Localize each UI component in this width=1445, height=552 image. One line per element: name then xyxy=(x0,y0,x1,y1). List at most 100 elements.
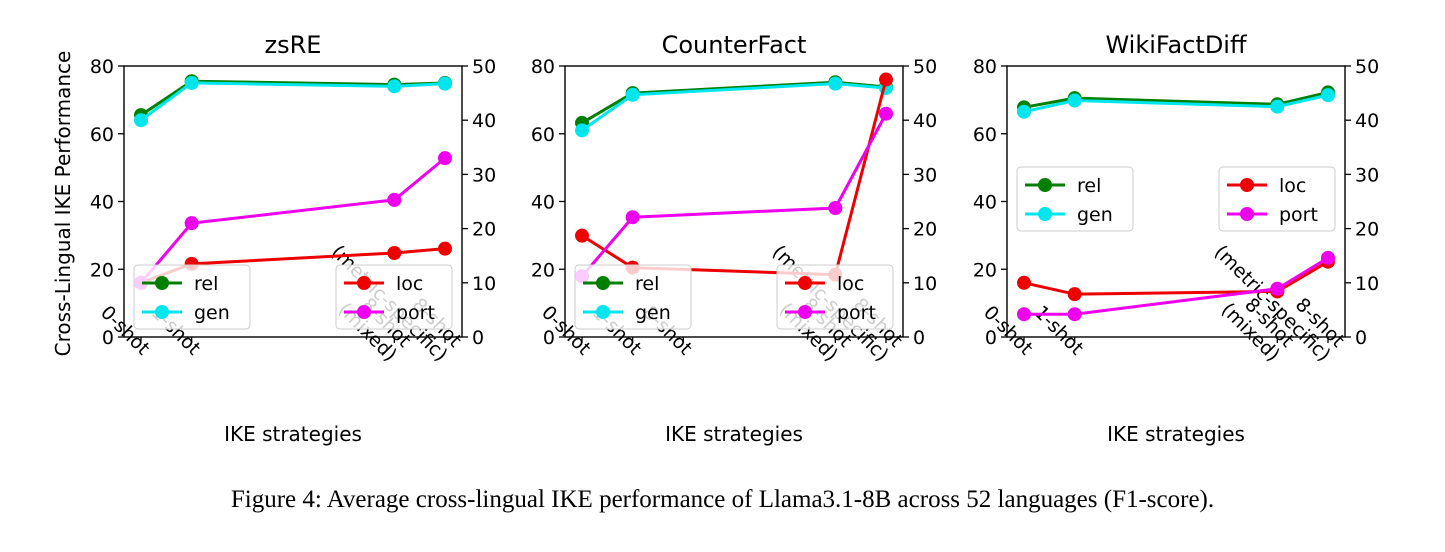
y-tick-label: 0 xyxy=(102,327,114,349)
y2-tick-label: 0 xyxy=(1355,327,1367,349)
legend-label-rel: rel xyxy=(194,273,218,295)
legend-marker-gen xyxy=(596,305,610,319)
legend-marker-gen xyxy=(155,305,169,319)
y2-tick-label: 40 xyxy=(913,110,937,132)
y-tick-label: 20 xyxy=(973,259,997,281)
legend-label-loc: loc xyxy=(396,273,423,295)
legend: loc port xyxy=(1218,166,1336,232)
chart-title: CounterFact xyxy=(662,31,807,59)
legend-marker-port xyxy=(1240,207,1254,221)
chart-panel-0: zsRE020406080010203040500-shot1-shot8-sh… xyxy=(51,31,496,446)
plot-frame xyxy=(123,65,463,338)
y2-tick-label: 50 xyxy=(472,56,496,78)
data-point-loc xyxy=(1017,275,1031,290)
x-axis-label: IKE strategies xyxy=(224,422,362,446)
legend-marker-rel xyxy=(1038,178,1052,192)
data-point-port xyxy=(1017,307,1031,322)
data-point-port xyxy=(184,216,199,231)
legend-label-loc: loc xyxy=(1279,175,1306,197)
y-tick-label: 60 xyxy=(973,124,997,146)
chart-panel-2: WikiFactDiff020406080010203040500-shot1-… xyxy=(973,31,1379,446)
y2-tick-label: 20 xyxy=(472,219,496,241)
plot-frame xyxy=(1006,65,1346,338)
x-axis-label: IKE strategies xyxy=(1107,422,1245,446)
legend-label-port: port xyxy=(1279,204,1318,226)
legend-label-port: port xyxy=(837,302,876,324)
y2-tick-label: 30 xyxy=(472,164,496,186)
legend: rel gen xyxy=(574,264,692,330)
series-line-loc xyxy=(581,79,888,277)
y-tick-label: 40 xyxy=(531,192,555,214)
data-point-port xyxy=(438,151,452,166)
series-line-rel xyxy=(1023,90,1329,109)
data-point-gen xyxy=(1321,88,1335,103)
y-tick-label: 0 xyxy=(543,327,555,349)
y2-tick-label: 10 xyxy=(1355,273,1379,295)
legend: loc port xyxy=(335,264,453,330)
y2-tick-label: 40 xyxy=(472,110,496,132)
y2-tick-label: 40 xyxy=(1355,110,1379,132)
data-point-gen xyxy=(1017,104,1031,119)
legend-marker-rel xyxy=(596,276,610,290)
data-point-port xyxy=(1321,250,1335,265)
y2-tick-label: 10 xyxy=(913,273,937,295)
y-tick-label: 60 xyxy=(90,124,114,146)
data-point-gen xyxy=(184,75,199,90)
y-tick-label: 20 xyxy=(90,259,114,281)
y2-tick-label: 0 xyxy=(472,327,484,349)
legend-marker-port xyxy=(357,305,371,319)
series-line-gen xyxy=(140,81,446,122)
series-line-port xyxy=(139,156,446,284)
data-point-gen xyxy=(575,123,589,138)
y2-tick-label: 20 xyxy=(913,219,937,241)
y2-tick-label: 10 xyxy=(472,273,496,295)
data-point-gen xyxy=(387,79,402,94)
data-point-loc xyxy=(1067,287,1082,302)
y-axis-label: Cross-Lingual IKE Performance xyxy=(51,51,75,357)
chart-title: WikiFactDiff xyxy=(1105,31,1247,59)
plot-frame xyxy=(564,65,904,338)
series-line-loc xyxy=(1023,260,1329,296)
y2-tick-label: 30 xyxy=(913,164,937,186)
data-point-gen xyxy=(1270,99,1285,114)
legend-box xyxy=(1016,166,1134,232)
legend-marker-port xyxy=(798,305,812,319)
data-point-gen xyxy=(438,76,452,91)
y2-tick-label: 20 xyxy=(1355,219,1379,241)
series-line-gen xyxy=(581,82,887,132)
y-tick-label: 80 xyxy=(90,56,114,78)
legend-box xyxy=(574,264,692,330)
figure-caption: Figure 4: Average cross-lingual IKE perf… xyxy=(230,486,1215,513)
y-tick-label: 80 xyxy=(531,56,555,78)
y2-tick-label: 30 xyxy=(1355,164,1379,186)
legend: rel gen xyxy=(133,264,251,330)
data-point-loc xyxy=(438,241,452,256)
data-point-port xyxy=(1270,281,1285,296)
y-tick-label: 40 xyxy=(973,192,997,214)
y-tick-label: 0 xyxy=(985,327,997,349)
data-point-loc xyxy=(879,72,893,87)
data-point-port xyxy=(625,210,640,225)
data-point-gen xyxy=(1067,93,1082,108)
legend-marker-rel xyxy=(155,276,169,290)
data-point-gen xyxy=(828,76,843,91)
data-point-loc xyxy=(575,228,589,243)
data-point-gen xyxy=(625,87,640,102)
legend-label-gen: gen xyxy=(1077,204,1113,226)
y-tick-label: 20 xyxy=(531,259,555,281)
series-line-gen xyxy=(1023,93,1329,114)
legend-label-loc: loc xyxy=(837,273,864,295)
legend-label-rel: rel xyxy=(1077,175,1101,197)
chart-panel-1: CounterFact020406080010203040500-shot1-s… xyxy=(531,31,937,446)
data-point-loc xyxy=(387,245,402,260)
legend: loc port xyxy=(776,264,894,330)
data-point-port xyxy=(879,106,893,121)
y2-tick-label: 50 xyxy=(913,56,937,78)
y-tick-label: 40 xyxy=(90,192,114,214)
legend-box xyxy=(133,264,251,330)
figure: zsRE020406080010203040500-shot1-shot8-sh… xyxy=(51,31,1379,446)
legend-label-rel: rel xyxy=(635,273,659,295)
y2-tick-label: 50 xyxy=(1355,56,1379,78)
data-point-port xyxy=(828,201,843,216)
y2-tick-label: 0 xyxy=(913,327,925,349)
